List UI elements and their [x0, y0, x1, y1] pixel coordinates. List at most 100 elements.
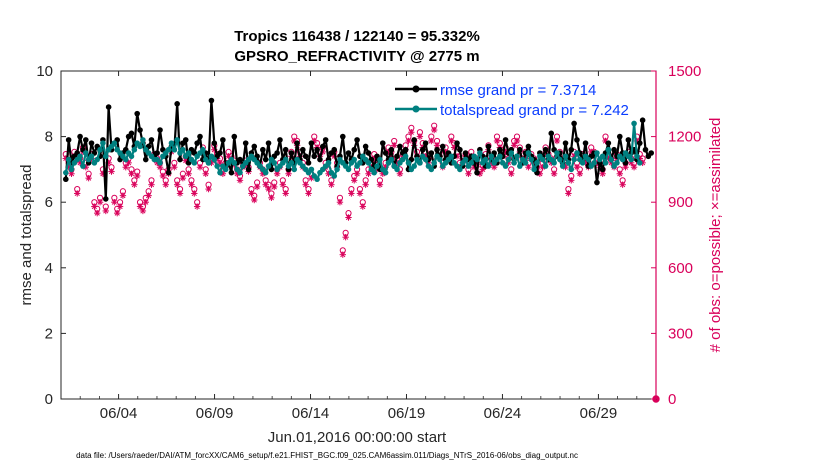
spread-point	[488, 153, 495, 160]
rmse-point	[197, 133, 203, 140]
spread-point	[619, 156, 626, 163]
rmse-point	[194, 140, 200, 146]
obs-assimilated-point	[339, 251, 346, 258]
spread-point	[334, 166, 340, 173]
spread-point	[411, 163, 417, 169]
y-tick-label: 0	[45, 391, 53, 408]
obs-assimilated-point	[131, 181, 138, 188]
spread-point	[377, 156, 383, 163]
rmse-point	[339, 133, 346, 140]
rmse-point	[394, 153, 400, 160]
spread-point	[271, 160, 278, 166]
spread-point	[508, 150, 515, 156]
spread-point	[388, 156, 395, 163]
spread-point	[511, 160, 517, 166]
rmse-point	[237, 156, 243, 163]
obs-assimilated-point	[253, 183, 261, 191]
rmse-point	[102, 196, 109, 202]
spread-point	[468, 160, 475, 166]
rmse-point	[411, 137, 417, 143]
rmse-point	[611, 146, 617, 153]
spread-point	[137, 143, 143, 150]
spread-point	[128, 153, 135, 160]
obs-assimilated-point	[356, 190, 364, 197]
spread-point	[331, 173, 338, 179]
spread-point	[574, 150, 580, 156]
x-tick-label: 06/04	[100, 405, 138, 422]
rmse-point	[211, 140, 218, 146]
spread-point	[636, 160, 643, 166]
spread-point	[265, 163, 272, 169]
spread-point	[559, 163, 566, 169]
spread-point	[568, 166, 575, 173]
rmse-point	[354, 137, 360, 143]
obs-assimilated-point	[416, 133, 424, 140]
spread-point	[100, 140, 106, 146]
obs-assimilated-point	[159, 172, 167, 180]
rmse-point	[462, 150, 469, 156]
spread-point	[157, 160, 163, 166]
obs-assimilated-point	[305, 190, 312, 197]
rmse-point	[277, 137, 283, 143]
y-tick-label: 8	[45, 129, 53, 146]
obs-assimilated-point	[191, 190, 198, 197]
obs-assimilated-point	[122, 164, 129, 171]
obs-assimilated-point	[94, 209, 101, 217]
spread-point	[291, 166, 298, 173]
y2-axis-label: # of obs: o=possible; ×=assimilated	[707, 118, 724, 353]
rmse-point	[242, 140, 249, 146]
ticks-layer: 06/04 06/09 06/14 06/19 06/24 06/29 0 2 4 6 8 10 0 30…	[36, 63, 701, 422]
rmse-point	[616, 133, 623, 140]
obs-assimilated-point	[248, 190, 255, 197]
rmse-point	[457, 146, 463, 153]
spread-point	[528, 156, 535, 163]
obs-assimilated-point	[139, 207, 147, 215]
x-axis-label: Jun.01,2016 00:00:00 start	[268, 429, 447, 446]
rmse-point	[362, 143, 369, 150]
obs-assimilated-point	[196, 164, 204, 171]
spread-point	[477, 150, 483, 156]
spread-point	[554, 150, 560, 156]
spread-point	[185, 150, 192, 156]
spread-point	[505, 156, 512, 163]
spread-point	[80, 163, 86, 169]
obs-assimilated-point	[565, 190, 572, 197]
obs-assimilated-point	[136, 203, 144, 210]
rmse-point	[128, 130, 135, 137]
rmse-point	[517, 146, 523, 153]
rmse-point	[625, 137, 632, 143]
spread-point	[602, 160, 609, 166]
spread-point	[351, 156, 358, 163]
spread-point	[482, 156, 489, 163]
spread-point	[191, 160, 198, 166]
spread-point	[571, 156, 577, 163]
obs-assimilated-point	[553, 137, 561, 145]
spread-point	[531, 166, 537, 173]
chart-title-line2: GPSRO_REFRACTIVITY @ 2775 m	[234, 48, 479, 65]
obs-assimilated-point	[85, 174, 92, 182]
spread-point	[308, 166, 315, 173]
spread-point	[237, 169, 243, 176]
spread-point	[502, 163, 509, 169]
obs-assimilated-point	[513, 137, 521, 145]
rmse-point	[582, 140, 589, 146]
obs-assimilated-point	[162, 181, 169, 188]
obs-assimilated-point	[630, 164, 638, 171]
spread-point	[514, 153, 520, 160]
y2-tick-label: 0	[668, 391, 676, 408]
legend-spread-label: totalspread grand pr = 7.242	[440, 102, 629, 119]
rmse-point	[142, 156, 149, 163]
chart-title-line1: Tropics 116438 / 122140 = 95.332%	[234, 28, 480, 45]
footnote: data file: /Users/raeder/DAI/ATM_forcXX/…	[76, 451, 578, 460]
obs-assimilated-point	[148, 181, 155, 188]
spread-point	[171, 146, 178, 153]
spread-point	[594, 150, 600, 156]
obs-assimilated-point	[396, 170, 404, 177]
obs-assimilated-point	[430, 126, 438, 134]
rmse-point	[82, 137, 89, 143]
rmse-point	[568, 146, 575, 153]
plot-background	[61, 71, 656, 399]
spread-point	[585, 156, 592, 163]
obs-assimilated-point	[405, 137, 412, 145]
